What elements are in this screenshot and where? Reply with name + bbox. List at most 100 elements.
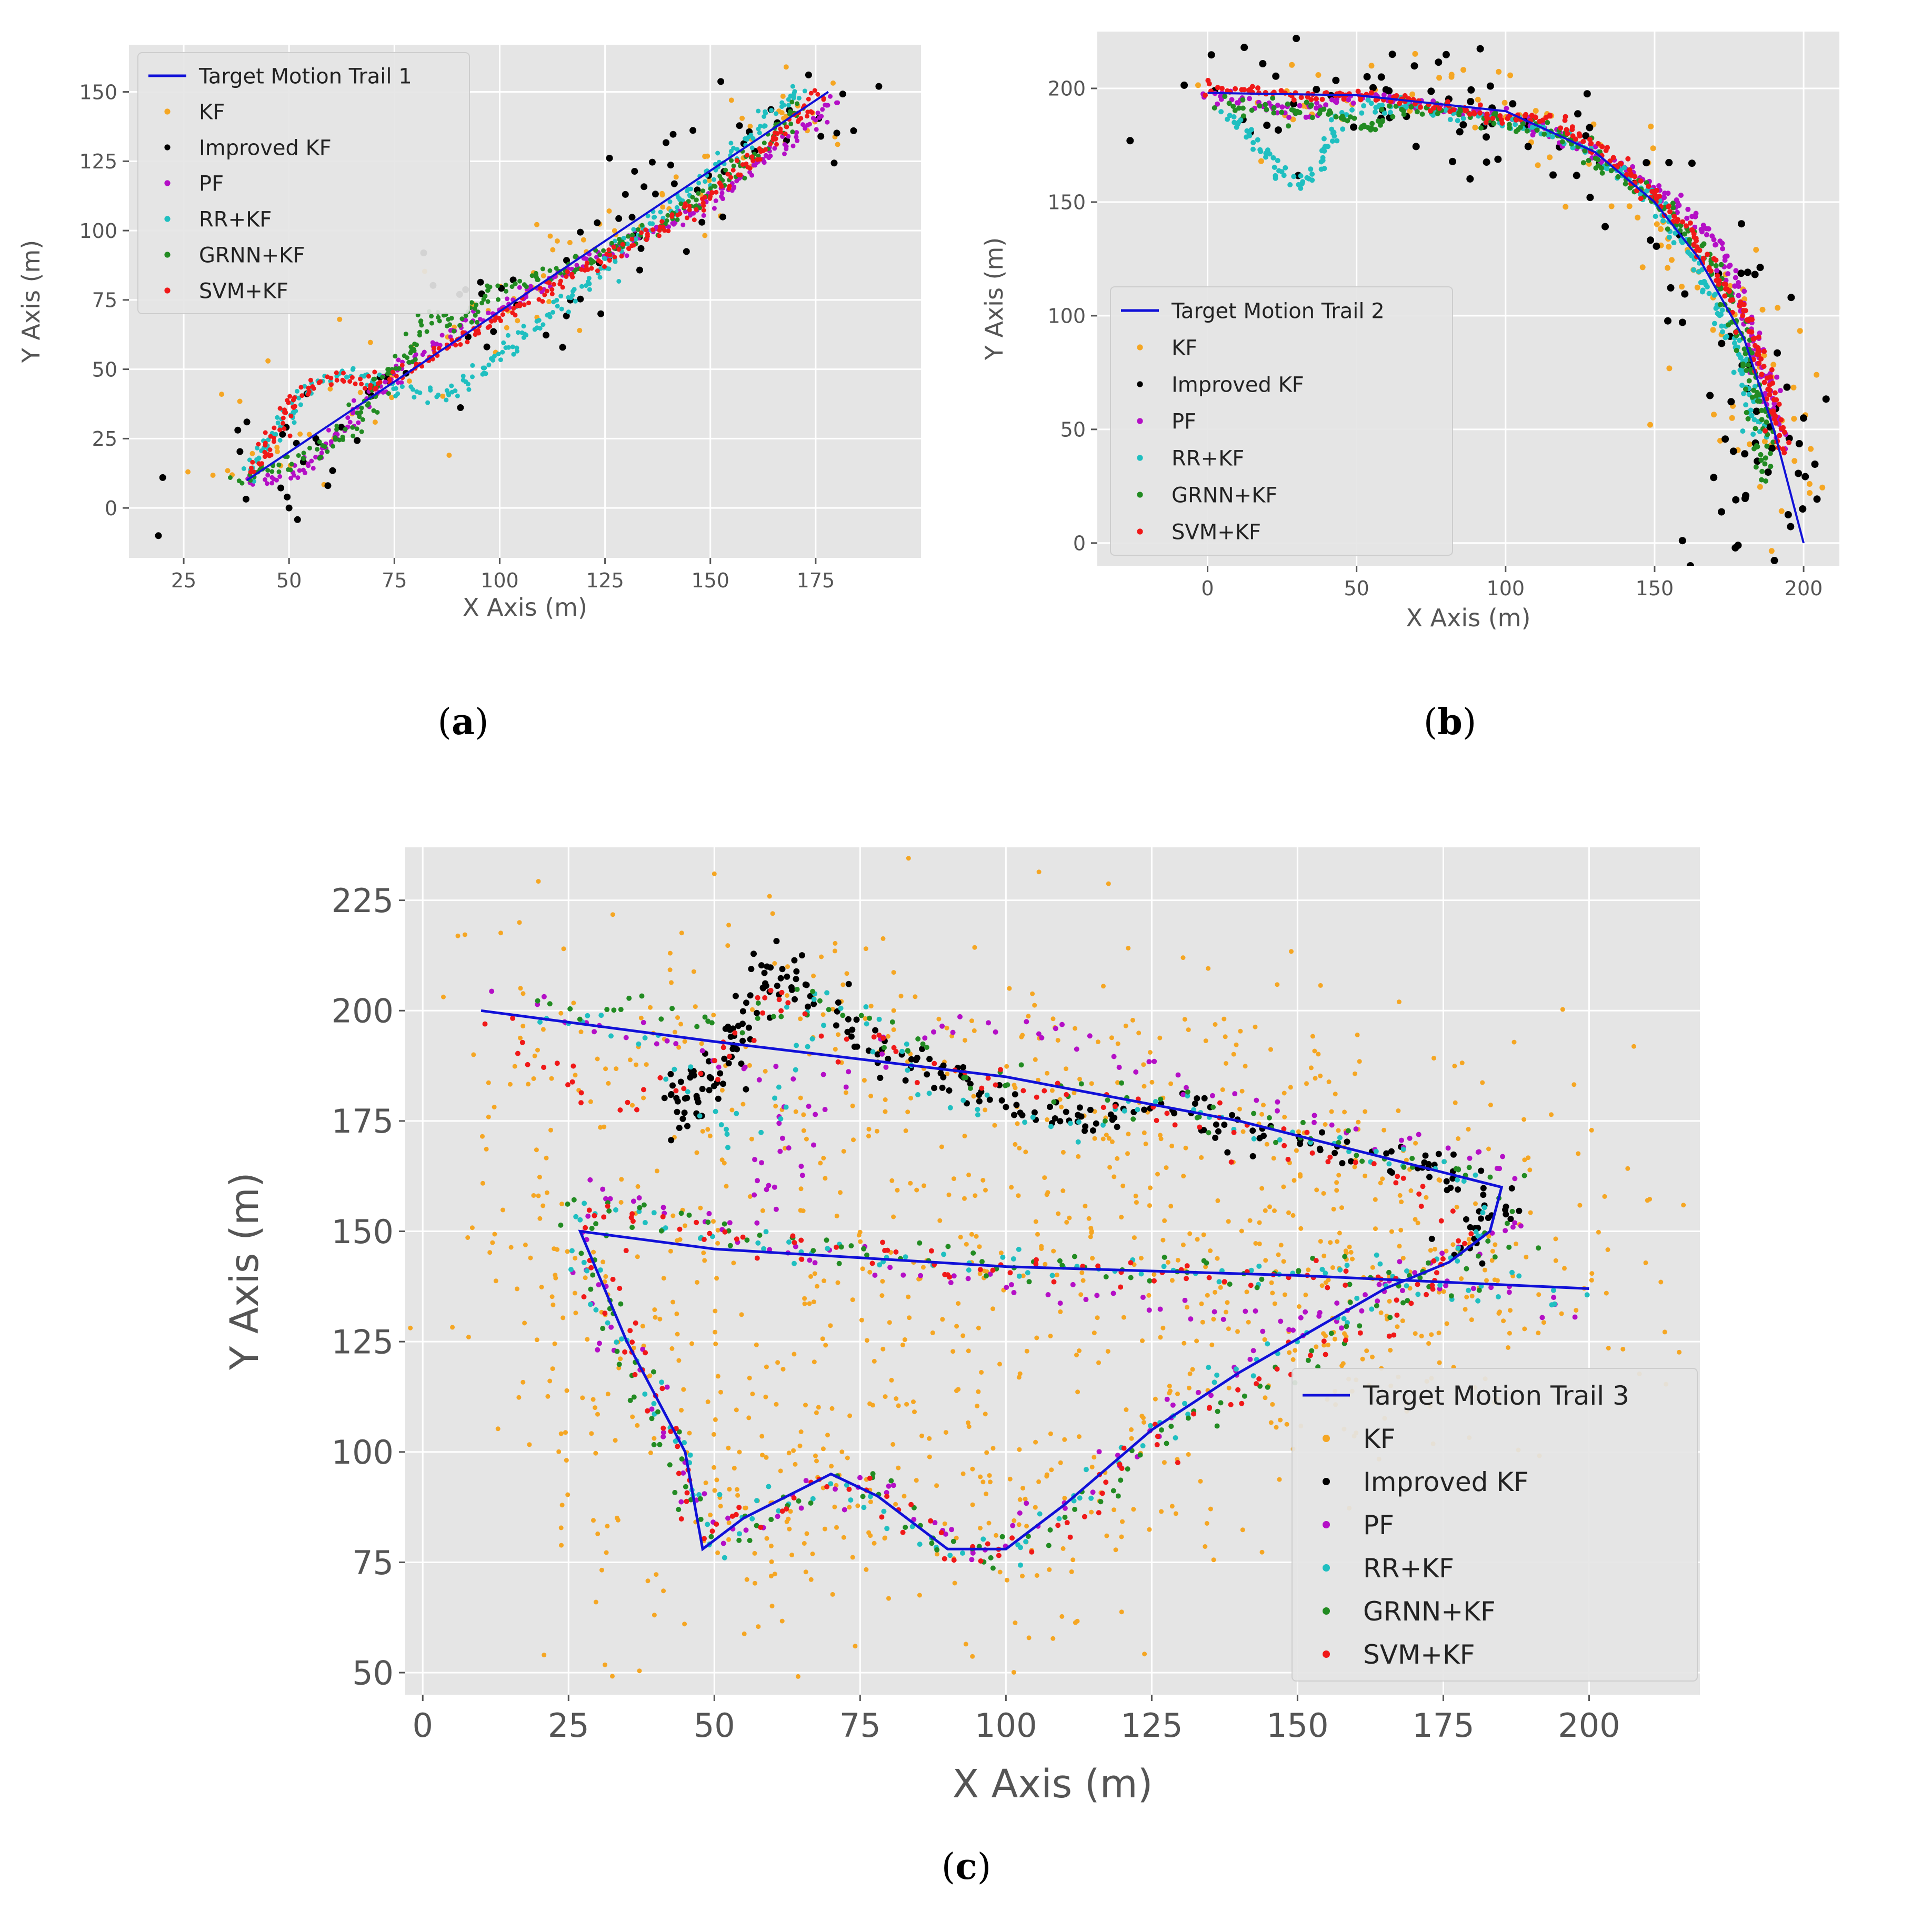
data-point [1197,1124,1203,1130]
data-point [1168,1388,1173,1394]
data-point [986,1020,992,1026]
data-point [974,1234,979,1239]
data-point [821,97,826,102]
data-point [579,284,584,289]
data-point [1503,1203,1509,1210]
data-point [750,1007,755,1012]
data-point [725,172,730,177]
data-point [1303,1309,1308,1315]
data-point [904,1402,909,1407]
data-point [614,1515,619,1520]
data-point [796,1498,802,1504]
data-point [1019,1034,1024,1039]
data-point [1175,1392,1180,1396]
data-point [496,315,502,321]
data-point [1806,481,1813,487]
data-point [1013,1102,1020,1108]
data-point [1247,133,1253,138]
data-point [1547,154,1553,161]
data-point [1541,131,1547,137]
data-point [963,1642,968,1647]
data-point [1371,1161,1377,1167]
data-point [1137,1452,1143,1458]
data-point [1486,82,1494,90]
data-point [794,1043,799,1048]
data-point [1106,1136,1112,1141]
data-point [1195,1389,1201,1395]
data-point [1249,1153,1256,1159]
data-point [943,1430,948,1435]
data-point [432,345,437,351]
data-point [490,328,497,335]
data-point [963,1075,969,1080]
data-point [727,1220,733,1226]
data-point [861,1246,867,1252]
data-point [372,419,378,425]
data-point [1298,173,1304,179]
data-point [1759,417,1765,423]
data-point [1748,367,1754,373]
data-point [480,1134,485,1139]
data-point [1688,159,1696,167]
data-point [1341,1316,1347,1322]
data-point [845,980,852,987]
data-point [867,1475,873,1481]
data-point [326,427,331,433]
data-point [983,1187,988,1193]
data-point [1395,1324,1400,1329]
data-point [1329,1122,1335,1128]
data-point [1529,124,1535,130]
data-point [950,1029,956,1035]
data-point [754,1220,760,1226]
data-point [683,209,688,214]
data-point [1167,1384,1172,1389]
data-point [453,388,458,393]
data-point [1242,1393,1247,1399]
data-point [667,1092,674,1098]
data-point [747,1194,753,1199]
data-point [276,469,282,474]
data-point [465,1235,471,1240]
data-point [698,1070,704,1076]
data-point [1743,386,1748,392]
data-point [1264,1142,1269,1147]
data-point [1679,284,1685,290]
data-point [1225,1300,1230,1305]
data-point [1721,281,1727,287]
data-point [694,203,699,208]
data-point [252,469,257,475]
data-point [546,299,552,304]
data-point [425,400,431,405]
data-point [185,469,191,475]
data-point [347,379,353,384]
data-point [1610,155,1616,161]
data-point [560,1315,566,1320]
data-point [1146,1307,1152,1313]
data-point [1454,1205,1459,1210]
data-point [972,945,977,950]
data-point [1665,265,1670,271]
data-point [705,1522,710,1527]
data-point [722,1160,727,1166]
data-point [1064,1219,1069,1225]
data-point [1354,1153,1359,1158]
data-point [507,1082,513,1087]
data-point [566,309,571,315]
data-point [1740,313,1746,318]
data-point [798,1016,803,1022]
data-point [1042,1088,1047,1094]
data-point [1678,318,1686,326]
data-point [698,218,706,226]
data-point [558,1010,564,1016]
data-point [661,1276,666,1281]
data-point [1679,239,1685,245]
data-point [717,1070,724,1077]
data-point [1025,1534,1031,1539]
data-point [611,245,616,249]
data-point [1259,1186,1265,1191]
data-point [1464,1295,1469,1299]
data-point [299,393,305,398]
data-point [1665,226,1670,232]
data-point [1437,1178,1443,1183]
